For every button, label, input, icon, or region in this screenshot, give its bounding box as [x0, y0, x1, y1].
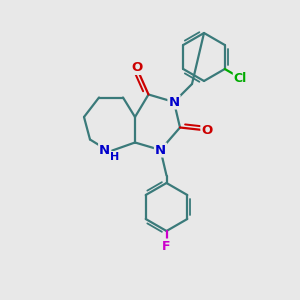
Text: N: N — [99, 143, 110, 157]
Text: O: O — [131, 61, 142, 74]
Text: O: O — [201, 124, 213, 137]
Text: Cl: Cl — [234, 71, 247, 85]
Text: H: H — [110, 152, 119, 162]
Text: F: F — [162, 239, 171, 253]
Text: N: N — [168, 95, 180, 109]
Text: N: N — [155, 143, 166, 157]
